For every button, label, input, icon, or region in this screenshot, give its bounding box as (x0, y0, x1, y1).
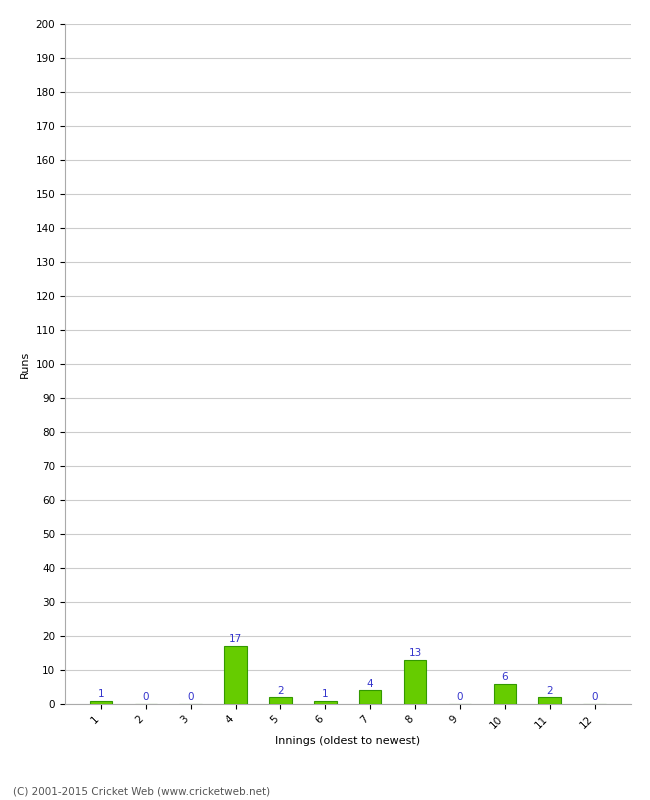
Bar (359, 690, 382, 704)
X-axis label: Innings (oldest to newest): Innings (oldest to newest) (275, 736, 421, 746)
Text: 13: 13 (408, 648, 422, 658)
Bar (493, 683, 516, 704)
Y-axis label: Runs: Runs (20, 350, 30, 378)
Text: 17: 17 (229, 634, 242, 645)
Text: 1: 1 (98, 689, 104, 699)
Bar (90, 701, 112, 704)
Bar (224, 646, 247, 704)
Bar (404, 660, 426, 704)
Text: 0: 0 (142, 692, 149, 702)
Text: 0: 0 (592, 692, 598, 702)
Text: 2: 2 (277, 686, 284, 695)
Bar (269, 697, 292, 704)
Text: (C) 2001-2015 Cricket Web (www.cricketweb.net): (C) 2001-2015 Cricket Web (www.cricketwe… (13, 786, 270, 796)
Text: 0: 0 (457, 692, 463, 702)
Bar (538, 697, 561, 704)
Text: 1: 1 (322, 689, 329, 699)
Text: 4: 4 (367, 678, 374, 689)
Bar (314, 701, 337, 704)
Text: 0: 0 (187, 692, 194, 702)
Text: 6: 6 (502, 672, 508, 682)
Text: 2: 2 (547, 686, 553, 695)
